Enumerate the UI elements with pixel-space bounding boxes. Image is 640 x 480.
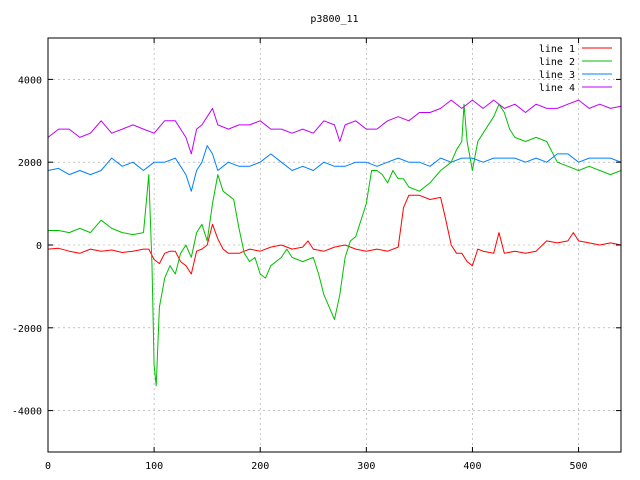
y-tick-label: -4000	[12, 407, 42, 418]
chart-title: p3800_11	[310, 14, 358, 25]
y-tick-label: 4000	[18, 75, 42, 86]
y-tick-label: 0	[36, 241, 42, 252]
series-line-4	[47, 99, 622, 155]
grid	[48, 38, 621, 452]
y-tick-label: 2000	[18, 158, 42, 169]
x-tick-label: 500	[570, 461, 588, 472]
x-tick-label: 100	[145, 461, 163, 472]
legend-label: line 4	[539, 83, 575, 94]
x-tick-label: 400	[463, 461, 481, 472]
legend: line 1 line 2 line 3 line 4	[539, 44, 612, 94]
legend-label: line 2	[539, 57, 575, 68]
series-line-3	[47, 145, 622, 192]
x-tick-label: 0	[45, 461, 51, 472]
series-line-1	[47, 194, 622, 275]
y-tick-label: -2000	[12, 324, 42, 335]
x-tick-label: 200	[251, 461, 269, 472]
legend-label: line 3	[539, 70, 575, 81]
series-layer	[47, 99, 622, 387]
x-tick-label: 300	[357, 461, 375, 472]
tick-labels: 0 100 200 300 400 500 -4000 -2000 0 2000 4000	[12, 38, 621, 472]
legend-label: line 1	[539, 44, 575, 55]
series-line-2	[48, 103, 622, 387]
